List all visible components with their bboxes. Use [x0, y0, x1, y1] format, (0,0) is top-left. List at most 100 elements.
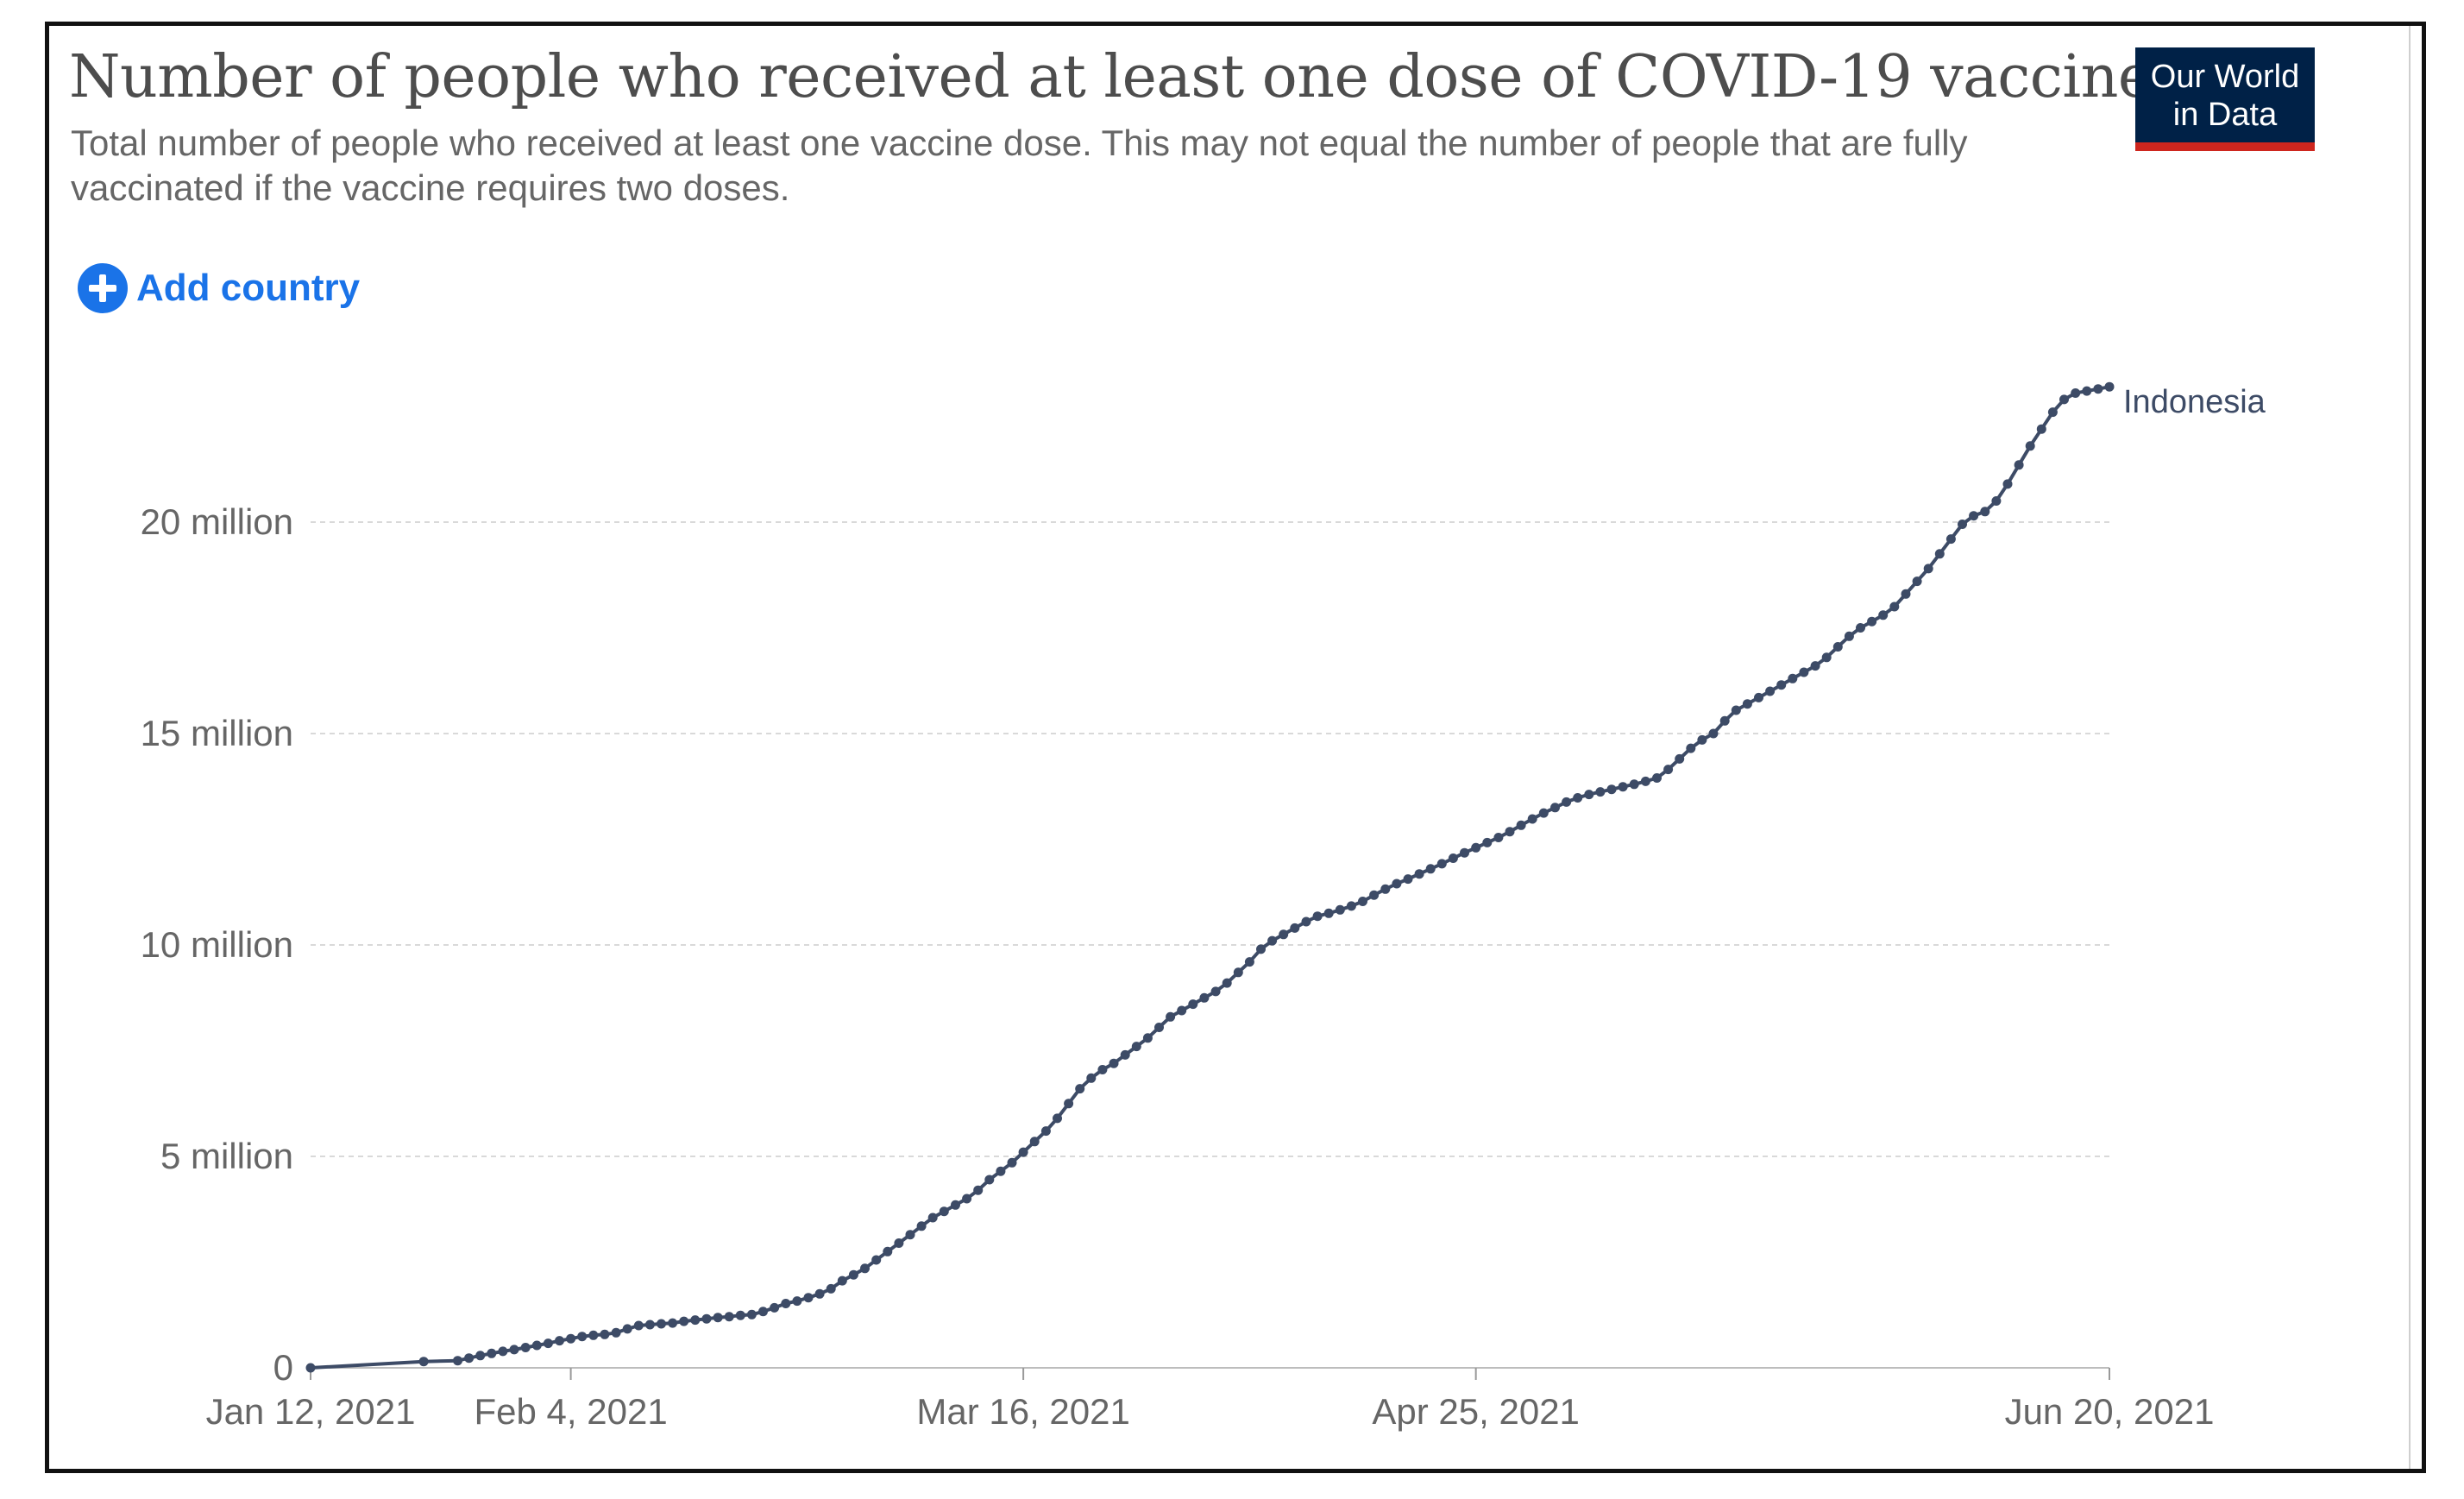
data-point [566, 1333, 576, 1344]
data-point [475, 1351, 486, 1361]
data-point [1799, 667, 1809, 677]
data-point [1075, 1084, 1085, 1094]
data-point [1516, 820, 1526, 830]
data-point [1460, 847, 1469, 858]
data-point [1505, 827, 1515, 837]
data-point [1923, 564, 1933, 574]
chart-subtitle: Total number of people who received at l… [71, 123, 1968, 208]
frame-divider [2409, 26, 2411, 1469]
data-point [894, 1238, 904, 1248]
data-point [1934, 549, 1945, 559]
data-point [1901, 589, 1911, 599]
data-point [1188, 999, 1198, 1010]
data-point [1290, 923, 1300, 933]
data-point [531, 1340, 542, 1351]
data-point [1663, 765, 1674, 775]
data-point [509, 1345, 519, 1355]
y-tick-label: 10 million [141, 924, 293, 965]
data-point [713, 1313, 723, 1323]
data-point [1323, 908, 1334, 918]
data-point [1991, 496, 2002, 506]
data-point [690, 1315, 701, 1326]
y-tick-label: 20 million [141, 501, 293, 542]
data-point [498, 1346, 508, 1357]
data-point [453, 1356, 462, 1366]
data-point [1584, 790, 1594, 800]
add-country-button[interactable]: Add country [78, 263, 360, 313]
data-point [1166, 1011, 1176, 1022]
data-point [1675, 753, 1685, 764]
data-point [1131, 1042, 1141, 1052]
data-point [1562, 797, 1572, 807]
x-tick-label: Apr 25, 2021 [1372, 1391, 1580, 1432]
data-point [1889, 601, 1900, 612]
data-point [2093, 384, 2103, 394]
data-point [996, 1166, 1006, 1176]
data-point [2025, 441, 2035, 451]
y-tick-label: 15 million [141, 713, 293, 753]
data-point [1742, 699, 1752, 709]
data-point [951, 1200, 960, 1210]
data-point [1222, 978, 1232, 988]
data-point [588, 1330, 599, 1340]
data-point [1945, 534, 1956, 545]
data-point [1256, 944, 1266, 954]
data-point [962, 1194, 972, 1204]
data-point [1595, 787, 1606, 797]
data-point [520, 1343, 531, 1352]
data-point [464, 1353, 475, 1364]
data-point [1312, 911, 1323, 922]
data-point [1788, 673, 1798, 683]
data-point [1097, 1065, 1108, 1074]
data-point [1436, 859, 1447, 869]
data-point [1120, 1049, 1130, 1060]
data-point [984, 1175, 995, 1185]
y-tick-label: 0 [273, 1347, 293, 1388]
data-point [848, 1269, 858, 1280]
data-point [2071, 388, 2081, 398]
x-tick-label: Jan 12, 2021 [206, 1391, 416, 1432]
data-point [1177, 1005, 1187, 1016]
data-point [1142, 1033, 1153, 1043]
data-point [1527, 814, 1537, 824]
x-tick-label: Feb 4, 2021 [475, 1391, 668, 1432]
data-point [1618, 782, 1628, 792]
data-point [1007, 1157, 1017, 1168]
data-point [418, 1357, 429, 1367]
data-point [746, 1309, 757, 1319]
data-point [1482, 837, 1493, 847]
data-point [1414, 869, 1424, 879]
data-point [1301, 916, 1311, 927]
data-point [758, 1307, 768, 1317]
data-point [1856, 623, 1865, 633]
data-point [1810, 661, 1820, 671]
chart-frame [45, 22, 2426, 1473]
data-point [826, 1283, 836, 1294]
data-point [2014, 460, 2024, 470]
data-point [916, 1221, 927, 1231]
data-point [1912, 576, 1922, 587]
data-point [1403, 874, 1413, 885]
series-layer: Indonesia [305, 381, 2266, 1373]
data-point [2059, 394, 2069, 405]
data-point [633, 1320, 644, 1331]
data-point [1731, 705, 1741, 715]
data-point [1629, 779, 1639, 790]
data-point [1244, 957, 1254, 967]
data-point [1018, 1147, 1028, 1157]
data-point [1109, 1058, 1119, 1068]
data-point [1233, 967, 1243, 978]
data-point [814, 1288, 825, 1299]
data-point [657, 1319, 666, 1329]
data-point [1573, 793, 1583, 803]
data-point [1346, 901, 1356, 911]
data-point [905, 1230, 915, 1240]
data-point [1425, 864, 1436, 874]
data-point [1640, 776, 1650, 786]
data-point [770, 1302, 780, 1313]
owid-logo[interactable]: Our World in Data [2135, 47, 2315, 151]
data-point [644, 1319, 655, 1330]
data-point [2002, 479, 2013, 489]
data-point [1832, 642, 1843, 652]
series-line-indonesia [310, 385, 2110, 1370]
